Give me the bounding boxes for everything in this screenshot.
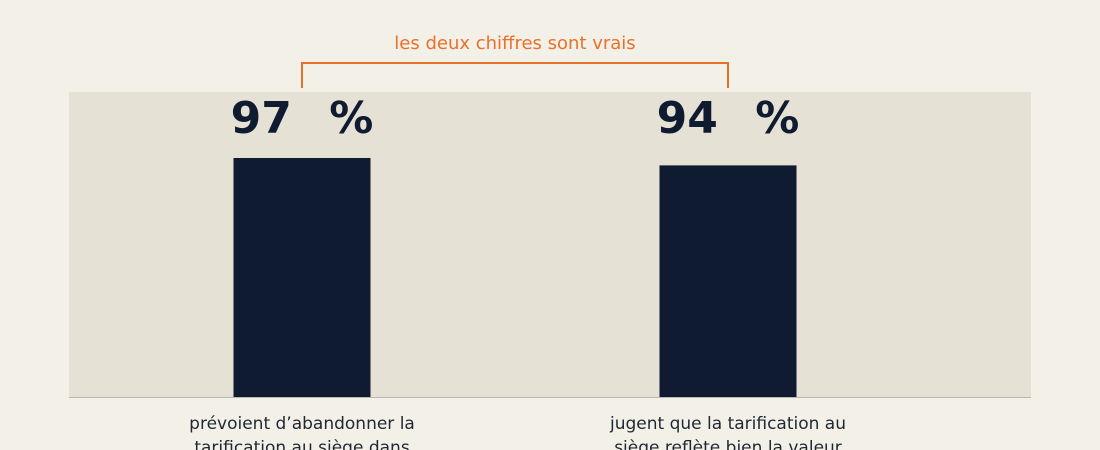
value-label: 97 % (231, 93, 374, 144)
category-label: prévoient d’abandonner la tarification au… (189, 414, 415, 450)
value-label: 94 % (657, 93, 800, 144)
annotation: les deux chiffres sont vrais (394, 33, 635, 54)
plot-area (69, 92, 1031, 397)
bar (659, 165, 797, 397)
bar (233, 157, 371, 397)
category-label: jugent que la tarification au siège reflè… (609, 414, 846, 450)
bracket (301, 62, 729, 88)
